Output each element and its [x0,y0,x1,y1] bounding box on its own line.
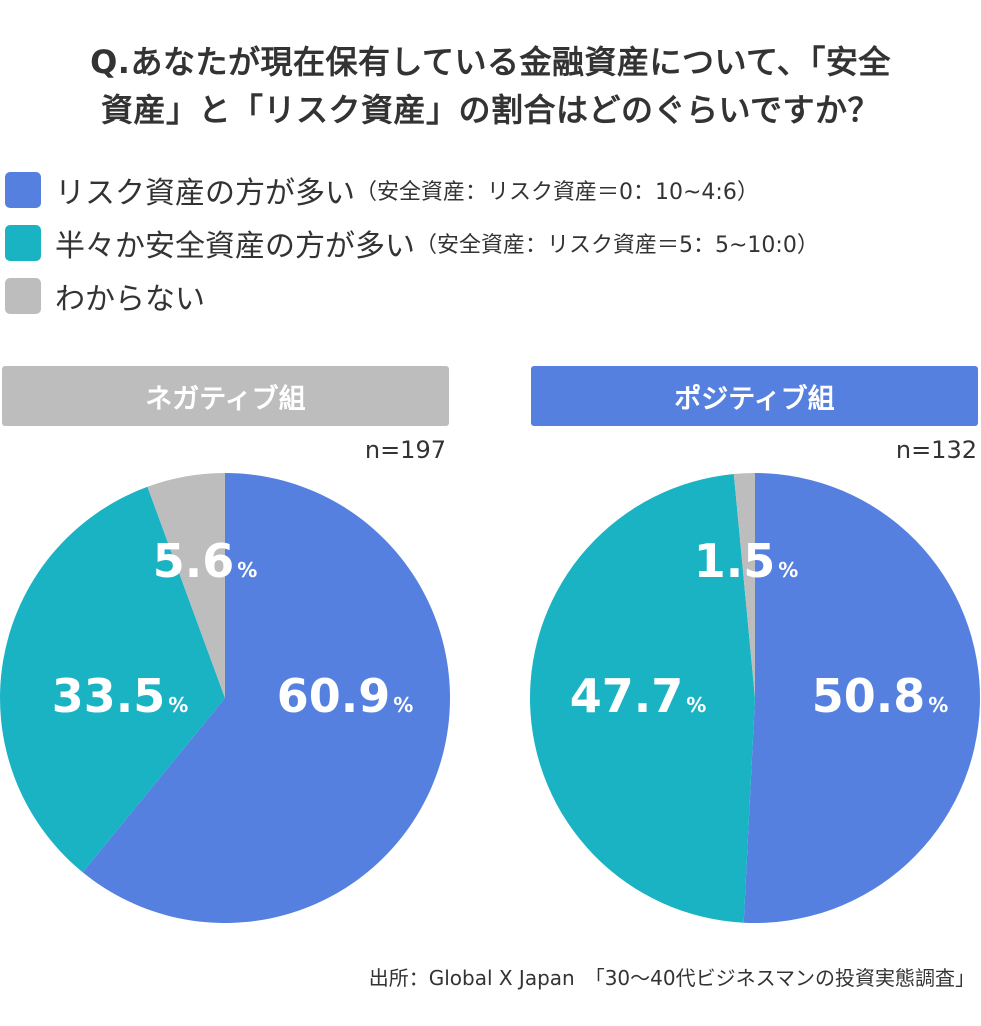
sample-size-negative: n=197 [364,436,446,464]
group-header-negative: ネガティブ組 [2,366,449,426]
title-line-2: 資産」と「リスク資産」の割合はどのぐらいですか？ [100,91,881,129]
legend-item-risk-majority: リスク資産の方が多い （安全資産：リスク資産＝0：10~4:6） [5,163,819,216]
data-label-positive-1: 47.7% [570,669,707,723]
legend-note: （安全資産：リスク資産＝5：5~10:0） [415,232,819,258]
legend-item-unknown: わからない [5,269,819,322]
pie-slice-negative-1 [0,486,225,873]
group-header-positive: ポジティブ組 [531,366,978,426]
legend-label: 半々か安全資産の方が多い [55,228,415,264]
pie-slice-negative-2 [147,473,225,698]
data-label-positive-2: 1.5% [694,534,799,588]
legend-swatch-blue [5,171,41,208]
data-label-negative-0: 60.9% [277,669,414,723]
title-line-1: Q.あなたが現在保有している金融資産について、「安全 [90,43,891,81]
data-label-negative-1: 33.5% [52,669,189,723]
pie-slice-positive-0 [743,473,980,923]
legend-item-safe-majority: 半々か安全資産の方が多い （安全資産：リスク資産＝5：5~10:0） [5,216,819,269]
legend-label: わからない [55,281,205,317]
sample-size-positive: n=132 [895,436,977,464]
data-label-positive-0: 50.8% [812,669,949,723]
group-name: ネガティブ組 [145,383,306,415]
legend-swatch-teal [5,224,41,261]
source-note: 出所：Global X Japan 「30～40代ビジネスマンの投資実態調査」 [368,966,975,990]
chart-title: Q.あなたが現在保有している金融資産について、「安全 資産」と「リスク資産」の割… [0,38,981,134]
group-name: ポジティブ組 [674,383,835,415]
pie-slice-positive-2 [733,473,755,698]
data-label-negative-2: 5.6% [153,534,258,588]
pie-slice-positive-1 [529,473,755,923]
legend-swatch-gray [5,277,41,314]
legend-note: （安全資産：リスク資産＝0：10~4:6） [355,179,759,205]
legend: リスク資産の方が多い （安全資産：リスク資産＝0：10~4:6） 半々か安全資産… [5,163,819,322]
pie-slice-negative-0 [82,473,450,923]
legend-label: リスク資産の方が多い [55,175,355,211]
